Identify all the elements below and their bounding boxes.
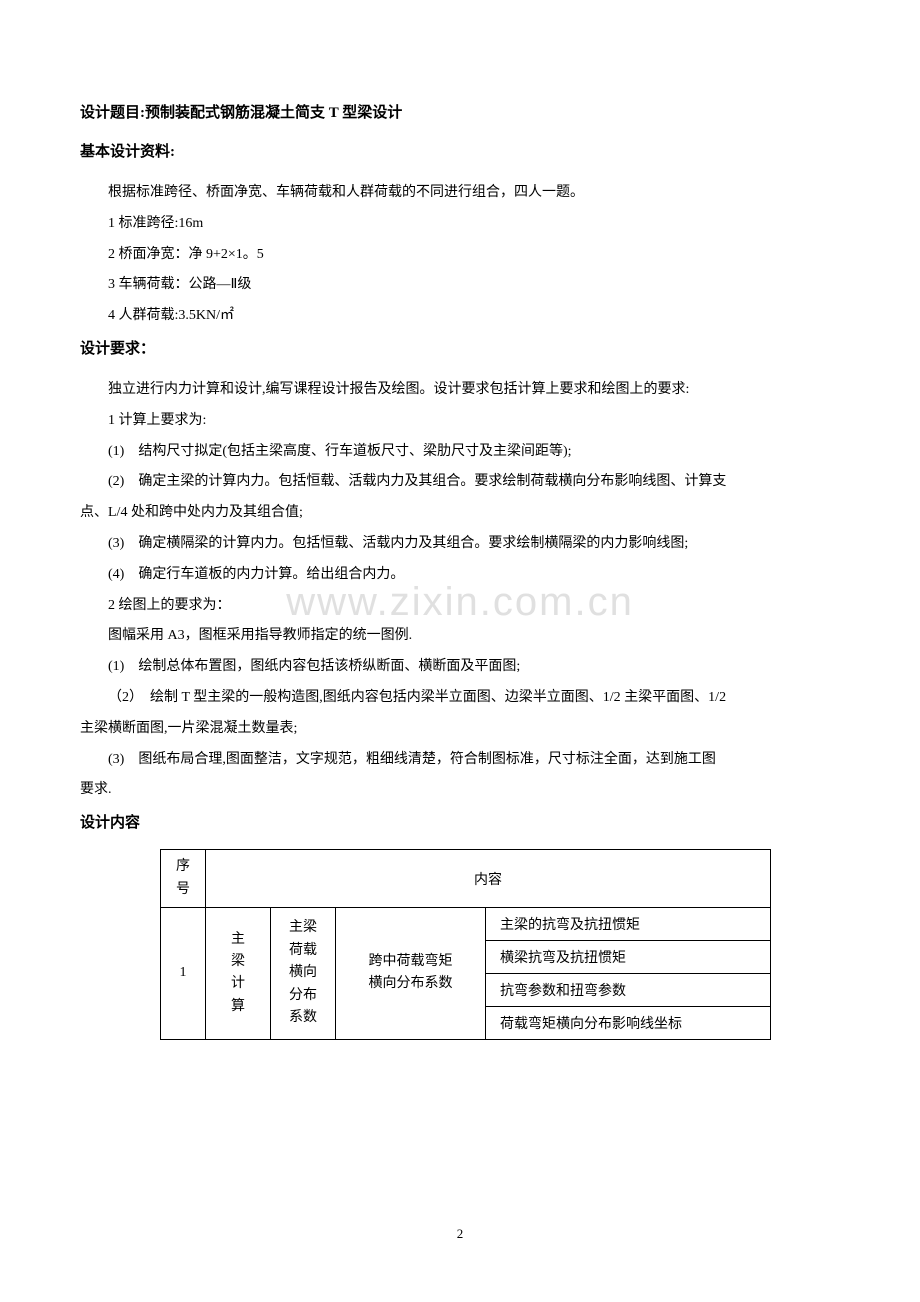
calc-item: (3) 确定横隔梁的计算内力。包括恒载、活载内力及其组合。要求绘制横隔梁的内力影… xyxy=(80,529,840,560)
section1-item: 2 桥面净宽：净 9+2×1。5 xyxy=(80,240,840,271)
header-seq: 序号 xyxy=(161,850,206,908)
draw-heading: 2 绘图上的要求为： xyxy=(80,591,840,622)
row-item: 横梁抗弯及抗扭惯矩 xyxy=(486,940,771,973)
row-col3: 跨中荷载弯矩横向分布系数 xyxy=(336,907,486,1039)
calc-heading: 1 计算上要求为: xyxy=(80,406,840,437)
section1-item: 4 人群荷载:3.5KN/㎡ xyxy=(80,301,840,332)
section1-item: 3 车辆荷载：公路—Ⅱ级 xyxy=(80,270,840,301)
table-header-row: 序号 内容 xyxy=(161,850,771,908)
calc-item: (2) 确定主梁的计算内力。包括恒载、活载内力及其组合。要求绘制荷载横向分布影响… xyxy=(80,467,840,498)
row-seq: 1 xyxy=(161,907,206,1039)
section2-heading: 设计要求： xyxy=(80,336,840,363)
draw-continuation: 主梁横断面图,一片梁混凝土数量表; xyxy=(80,714,840,745)
calc-item: (4) 确定行车道板的内力计算。给出组合内力。 xyxy=(80,560,840,591)
row-col1: 主梁计算 xyxy=(206,907,271,1039)
content-table-container: 序号 内容 1 主梁计算 主梁荷载横向分布系数 跨中荷载弯矩横向分布系数 主梁的… xyxy=(160,849,840,1040)
section1-intro: 根据标准跨径、桥面净宽、车辆荷载和人群荷载的不同进行组合，四人一题。 xyxy=(80,178,840,209)
draw-intro: 图幅采用 A3，图框采用指导教师指定的统一图例. xyxy=(80,621,840,652)
row-item: 荷载弯矩横向分布影响线坐标 xyxy=(486,1006,771,1039)
document-content: 设计题目:预制装配式钢筋混凝土简支 T 型梁设计 基本设计资料: 根据标准跨径、… xyxy=(80,100,840,1040)
row-item: 抗弯参数和扭弯参数 xyxy=(486,973,771,1006)
calc-continuation: 点、L/4 处和跨中处内力及其组合值; xyxy=(80,498,840,529)
calc-item: (1) 结构尺寸拟定(包括主梁高度、行车道板尺寸、梁肋尺寸及主梁间距等); xyxy=(80,437,840,468)
table-row: 1 主梁计算 主梁荷载横向分布系数 跨中荷载弯矩横向分布系数 主梁的抗弯及抗扭惯… xyxy=(161,907,771,940)
draw-item: (3) 图纸布局合理,图面整洁，文字规范，粗细线清楚，符合制图标准，尺寸标注全面… xyxy=(80,745,840,776)
header-content: 内容 xyxy=(206,850,771,908)
row-col2: 主梁荷载横向分布系数 xyxy=(271,907,336,1039)
draw-item: （2） 绘制 T 型主梁的一般构造图,图纸内容包括内梁半立面图、边梁半立面图、1… xyxy=(80,683,840,714)
content-table: 序号 内容 1 主梁计算 主梁荷载横向分布系数 跨中荷载弯矩横向分布系数 主梁的… xyxy=(160,849,771,1040)
section3-heading: 设计内容 xyxy=(80,810,840,837)
section1-item: 1 标准跨径:16m xyxy=(80,209,840,240)
section2-intro: 独立进行内力计算和设计,编写课程设计报告及绘图。设计要求包括计算上要求和绘图上的… xyxy=(80,375,840,406)
document-title: 设计题目:预制装配式钢筋混凝土简支 T 型梁设计 xyxy=(80,100,840,127)
row-item: 主梁的抗弯及抗扭惯矩 xyxy=(486,907,771,940)
draw-item: (1) 绘制总体布置图，图纸内容包括该桥纵断面、横断面及平面图; xyxy=(80,652,840,683)
page-number: 2 xyxy=(457,1226,464,1242)
section1-heading: 基本设计资料: xyxy=(80,139,840,166)
draw-continuation2: 要求. xyxy=(80,775,840,806)
